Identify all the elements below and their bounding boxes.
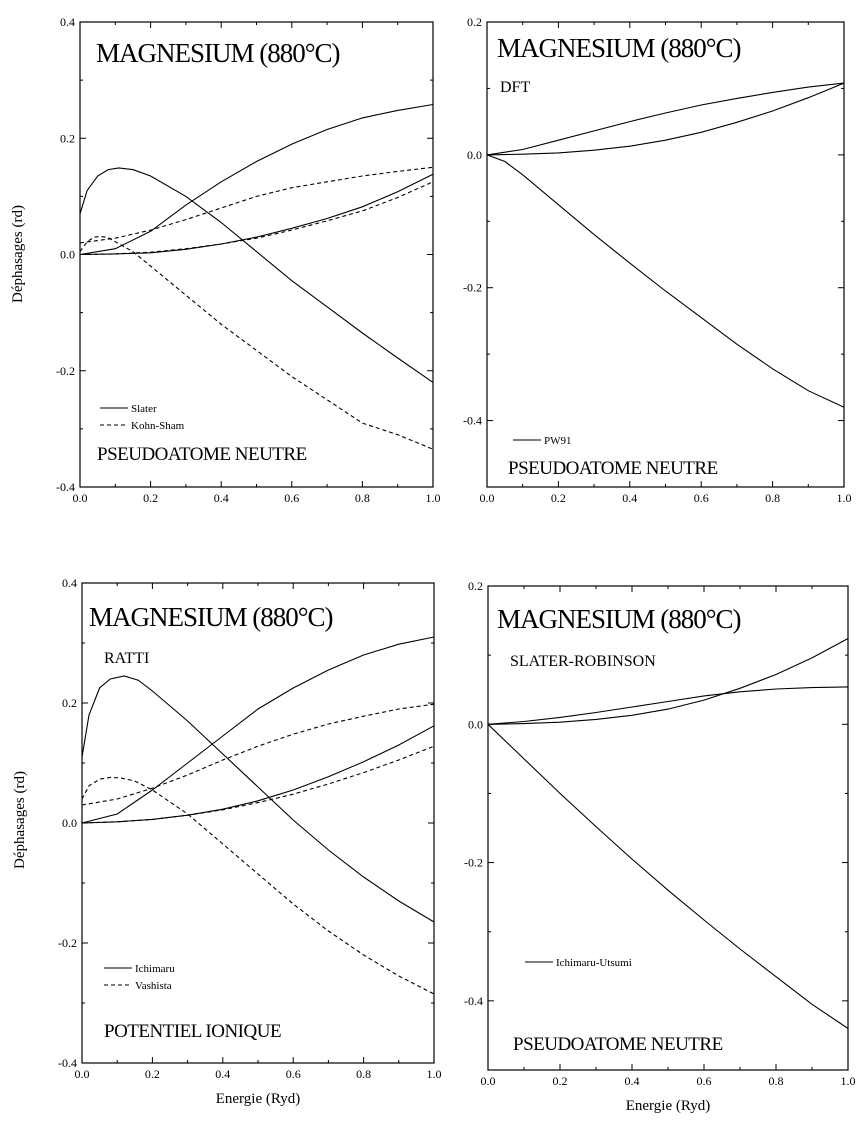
series-line-2 xyxy=(81,636,435,824)
y-tick-label: -0.4 xyxy=(58,1056,77,1070)
x-axis-label: Energie (Ryd) xyxy=(626,1098,711,1114)
y-tick-label: -0.4 xyxy=(463,414,482,428)
y-tick-label: 0.2 xyxy=(468,579,483,593)
plot-frame xyxy=(486,21,845,488)
y-tick-label: -0.2 xyxy=(56,364,75,378)
legend-label: Ichimaru-Utsumi xyxy=(556,957,632,969)
x-tick-label: 0.2 xyxy=(553,1074,568,1088)
series-line-4 xyxy=(81,776,435,995)
y-tick-label: 0.0 xyxy=(60,248,75,262)
x-tick-label: 0.0 xyxy=(481,1074,496,1088)
legend-label: Ichimaru xyxy=(135,963,175,975)
series-line-3 xyxy=(487,638,849,725)
chart-annotation: PSEUDOATOME NEUTRE xyxy=(513,1034,723,1055)
y-tick-label: 0.0 xyxy=(62,816,77,830)
x-tick-label: 1.0 xyxy=(837,491,852,505)
y-tick-label: 0.2 xyxy=(467,15,482,29)
series-line-2 xyxy=(79,103,434,256)
y-tick-label: 0.0 xyxy=(467,148,482,162)
chart-title: MAGNESIUM (880°C) xyxy=(497,604,741,634)
chart-annotation: PSEUDOATOME NEUTRE xyxy=(508,458,718,479)
legend-label: Kohn-Sham xyxy=(131,420,185,432)
chart-title: MAGNESIUM (880°C) xyxy=(497,33,741,63)
y-tick-label: 0.4 xyxy=(60,15,75,29)
series-line-6 xyxy=(79,181,434,256)
x-tick-label: 0.6 xyxy=(286,1067,301,1081)
chart-title: MAGNESIUM (880°C) xyxy=(96,38,340,68)
x-tick-label: 0.6 xyxy=(694,491,709,505)
series-line-1 xyxy=(487,723,849,1029)
series-line-6 xyxy=(81,745,435,824)
y-tick-label: 0.0 xyxy=(468,717,483,731)
x-tick-label: 1.0 xyxy=(427,1067,442,1081)
x-tick-label: 0.8 xyxy=(356,1067,371,1081)
series-line-2 xyxy=(486,82,845,156)
chart-subtitle: SLATER-ROBINSON xyxy=(510,653,656,670)
chart-panel-1: 0.0 0.2 0.4 0.6 0.8 1.0 -0.4 -0.2 0.0 0.2 0.4 Dépha… xyxy=(10,15,441,505)
series-line-3 xyxy=(81,725,435,824)
y-tick-label: -0.4 xyxy=(56,480,75,494)
series-line-5 xyxy=(81,703,435,806)
y-tick-label: 0.4 xyxy=(62,576,77,590)
x-tick-label: 1.0 xyxy=(841,1074,856,1088)
x-tick-label: 0.2 xyxy=(143,491,158,505)
y-tick-label: -0.4 xyxy=(464,994,483,1008)
x-tick-label: 0.0 xyxy=(480,491,495,505)
series-line-3 xyxy=(486,82,845,156)
y-axis-label: Déphasages (rd) xyxy=(12,771,28,869)
x-tick-label: 0.4 xyxy=(214,491,229,505)
x-tick-label: 0.8 xyxy=(355,491,370,505)
chart-panel-4: 0.0 0.2 0.4 0.6 0.8 1.0 -0.4 -0.2 0.0 0.2 Energie … xyxy=(464,579,856,1114)
x-tick-label: 0.6 xyxy=(697,1074,712,1088)
series-line-4 xyxy=(79,235,434,450)
chart-subtitle: DFT xyxy=(500,79,530,96)
x-tick-label: 0.4 xyxy=(625,1074,640,1088)
legend-label: Vashista xyxy=(135,980,172,992)
chart-panel-3: 0.0 0.2 0.4 0.6 0.8 1.0 -0.4 -0.2 0.0 0.2 0.4 Dépha… xyxy=(12,576,442,1107)
x-tick-label: 0.2 xyxy=(145,1067,160,1081)
y-tick-label: 0.2 xyxy=(62,696,77,710)
series-line-1 xyxy=(81,675,435,923)
x-tick-label: 0.0 xyxy=(75,1067,90,1081)
legend-label: PW91 xyxy=(544,435,572,447)
chart-annotation: PSEUDOATOME NEUTRE xyxy=(97,444,307,465)
x-tick-label: 0.8 xyxy=(769,1074,784,1088)
x-tick-label: 1.0 xyxy=(426,491,441,505)
chart-panel-2: 0.0 0.2 0.4 0.6 0.8 1.0 -0.4 -0.2 0.0 0.2 MAGNESIU… xyxy=(463,15,852,505)
chart-title: MAGNESIUM (880°C) xyxy=(89,602,333,632)
series-line-1 xyxy=(79,167,434,383)
chart-subtitle: RATTI xyxy=(104,650,149,667)
y-tick-label: 0.2 xyxy=(60,131,75,145)
plot-frame xyxy=(79,21,434,488)
y-tick-label: -0.2 xyxy=(58,936,77,950)
x-tick-label: 0.0 xyxy=(73,491,88,505)
chart-annotation: POTENTIEL IONIQUE xyxy=(104,1021,281,1042)
x-axis-label: Energie (Ryd) xyxy=(216,1091,301,1107)
series-line-1 xyxy=(486,154,845,408)
y-tick-label: -0.2 xyxy=(463,281,482,295)
series-line-3 xyxy=(79,173,434,256)
x-tick-label: 0.6 xyxy=(284,491,299,505)
y-axis-label: Déphasages (rd) xyxy=(10,205,26,303)
x-tick-label: 0.4 xyxy=(215,1067,230,1081)
legend-label: Slater xyxy=(131,403,157,415)
series-line-2 xyxy=(487,686,849,725)
x-tick-label: 0.8 xyxy=(765,491,780,505)
x-tick-label: 0.2 xyxy=(551,491,566,505)
x-tick-label: 0.4 xyxy=(622,491,637,505)
series-line-5 xyxy=(79,166,434,244)
y-tick-label: -0.2 xyxy=(464,856,483,870)
